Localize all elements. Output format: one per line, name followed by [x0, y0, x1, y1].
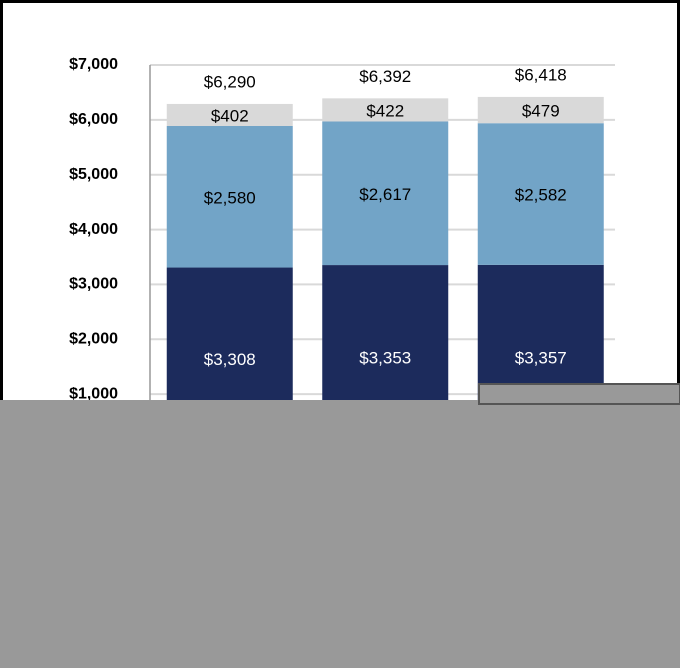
value-label: $3,357: [515, 348, 567, 367]
value-label: $3,308: [204, 350, 256, 369]
y-tick-label: $2,000: [69, 331, 118, 348]
bar-segment: [322, 98, 449, 122]
y-tick-label: $3,000: [69, 276, 118, 293]
y-tick-label: $7,000: [69, 56, 118, 73]
bar-segment: [477, 96, 604, 124]
plot-area: $1,000 $2,000 $3,000 $4,000 $5,000 $6,000 $7,0…: [69, 56, 615, 449]
bar-segment: [477, 123, 604, 265]
y-tick-label: $1,000: [69, 385, 118, 402]
y-tick-label: $5,000: [69, 166, 118, 183]
value-label: $3,353: [359, 349, 411, 368]
value-label: $2,582: [515, 186, 567, 205]
value-label: $479: [522, 102, 560, 121]
total-label: $6,418: [515, 65, 567, 84]
value-label: $422: [366, 101, 404, 120]
bar-segment: [166, 126, 293, 268]
y-tick-label: $6,000: [69, 111, 118, 128]
bar-segment: [322, 121, 449, 266]
value-label: $2,617: [359, 185, 411, 204]
bar-segment: [166, 103, 293, 127]
y-tick-label: $4,000: [69, 221, 118, 238]
overlay-box: [478, 383, 680, 405]
value-label: $2,580: [204, 188, 256, 207]
total-label: $6,290: [204, 72, 256, 91]
overlay: [0, 400, 680, 668]
total-label: $6,392: [359, 67, 411, 86]
value-label: $402: [211, 106, 249, 125]
